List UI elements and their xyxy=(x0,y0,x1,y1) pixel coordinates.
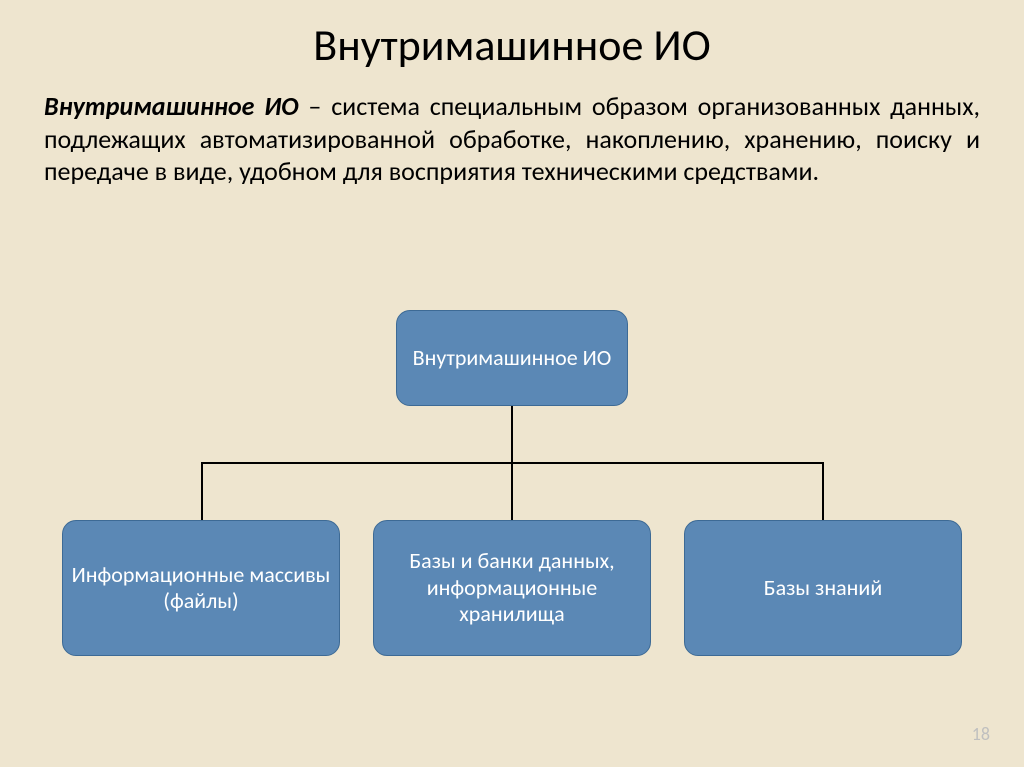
tree-child-node-1: Базы и банки данных, информационные хран… xyxy=(373,520,651,656)
tree-root-node: Внутримашинное ИО xyxy=(396,310,628,406)
slide: Внутримашинное ИО Внутримашинное ИО – си… xyxy=(0,0,1024,767)
definition-paragraph: Внутримашинное ИО – система специальным … xyxy=(0,90,1024,188)
definition-term: Внутримашинное ИО xyxy=(44,90,299,122)
connector-4 xyxy=(822,462,824,520)
connector-3 xyxy=(511,462,513,520)
connector-2 xyxy=(201,462,203,520)
page-number: 18 xyxy=(972,723,990,745)
tree-child-node-2: Базы знаний xyxy=(684,520,962,656)
tree-diagram: Внутримашинное ИО Информационные массивы … xyxy=(0,310,1024,710)
tree-child-node-0: Информационные массивы (файлы) xyxy=(62,520,340,656)
page-title: Внутримашинное ИО xyxy=(0,0,1024,72)
connector-0 xyxy=(511,406,513,463)
